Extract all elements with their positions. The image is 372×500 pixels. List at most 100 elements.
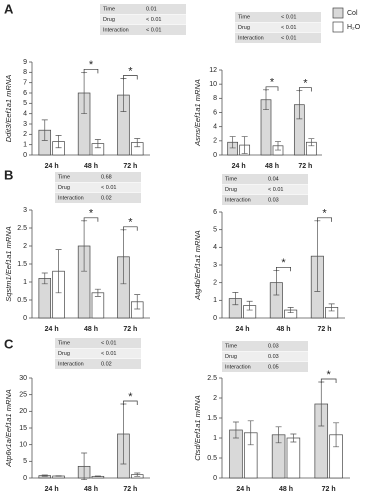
stats-label: Time bbox=[58, 174, 70, 180]
y-tick-label: 12 bbox=[209, 67, 217, 74]
error-bar bbox=[333, 422, 340, 448]
stats-value: < 0.01 bbox=[101, 340, 116, 346]
y-tick-label: 2.5 bbox=[207, 375, 217, 382]
stats-label: Time bbox=[225, 343, 237, 349]
significance-bracket bbox=[123, 226, 138, 231]
y-tick-label: 20 bbox=[19, 408, 27, 415]
x-tick-label: 72 h bbox=[317, 326, 331, 333]
significance-bracket bbox=[123, 75, 138, 80]
y-tick-label: 0 bbox=[213, 152, 217, 159]
y-tick-label: 6 bbox=[213, 209, 217, 216]
y-tick-label: 2 bbox=[213, 138, 217, 145]
y-tick-label: 2.5 bbox=[17, 225, 27, 232]
y-tick-label: 0 bbox=[213, 315, 217, 322]
stats-value: 0.02 bbox=[101, 195, 112, 201]
error-bar bbox=[41, 474, 48, 477]
x-tick-label: 48 h bbox=[276, 326, 290, 333]
x-tick-label: 24 h bbox=[45, 326, 59, 333]
error-bar bbox=[94, 475, 101, 478]
stats-row bbox=[235, 33, 321, 43]
x-tick-label: 48 h bbox=[265, 163, 279, 170]
significance-bracket bbox=[317, 217, 332, 222]
stats-label: Time bbox=[58, 340, 70, 346]
significance-bracket bbox=[276, 266, 291, 272]
x-tick-label: 72 h bbox=[298, 163, 312, 170]
y-tick-label: 6 bbox=[23, 90, 27, 97]
stats-label: Interaction bbox=[58, 361, 84, 367]
stats-value: < 0.01 bbox=[268, 187, 283, 193]
stats-value: 0.01 bbox=[146, 6, 157, 12]
y-tick-label: 0.5 bbox=[17, 297, 27, 304]
panel-label: A bbox=[4, 1, 14, 16]
stats-row bbox=[55, 359, 141, 369]
stats-label: Time bbox=[225, 176, 237, 182]
y-tick-label: 5 bbox=[213, 227, 217, 234]
stats-label: Interaction bbox=[238, 35, 264, 41]
error-bar bbox=[94, 139, 101, 149]
stats-row bbox=[222, 195, 308, 205]
stats-row bbox=[100, 25, 186, 35]
significance-bracket bbox=[265, 86, 279, 91]
x-tick-label: 72 h bbox=[322, 486, 336, 493]
x-tick-label: 48 h bbox=[84, 326, 98, 333]
significance-star: * bbox=[281, 257, 286, 269]
x-tick-label: 48 h bbox=[84, 486, 98, 493]
y-tick-label: 4 bbox=[23, 111, 27, 118]
error-bar bbox=[308, 138, 315, 147]
x-tick-label: 24 h bbox=[232, 163, 246, 170]
y-tick-label: 9 bbox=[23, 59, 27, 66]
panel-label: B bbox=[4, 167, 13, 182]
legend-label: Col bbox=[347, 10, 358, 17]
y-tick-label: 25 bbox=[19, 392, 27, 399]
error-bar bbox=[41, 272, 48, 285]
y-tick-label: 10 bbox=[19, 442, 27, 449]
significance-bracket bbox=[83, 217, 99, 222]
stats-value: < 0.01 bbox=[281, 25, 296, 31]
x-tick-label: 72 h bbox=[123, 326, 137, 333]
stats-label: Drug bbox=[58, 351, 70, 357]
y-tick-label: 7 bbox=[23, 80, 27, 87]
y-tick-label: 1 bbox=[23, 279, 27, 286]
y-tick-label: 0.5 bbox=[207, 455, 217, 462]
y-tick-label: 0 bbox=[23, 315, 27, 322]
stats-row bbox=[222, 362, 308, 372]
stats-row bbox=[55, 193, 141, 203]
x-tick-label: 72 h bbox=[123, 486, 137, 493]
stats-value: 0.68 bbox=[101, 174, 112, 180]
stats-label: Drug bbox=[103, 17, 115, 23]
stats-label: Drug bbox=[58, 185, 70, 191]
y-axis-label: Sqstm1/Eef1a1 mRNA bbox=[4, 226, 13, 301]
stats-label: Interaction bbox=[225, 364, 251, 370]
x-tick-label: 72 h bbox=[123, 163, 137, 170]
y-tick-label: 1 bbox=[213, 435, 217, 442]
y-tick-label: 0 bbox=[23, 475, 27, 482]
y-tick-label: 1.5 bbox=[207, 415, 217, 422]
stats-label: Time bbox=[103, 6, 115, 12]
error-bar bbox=[134, 294, 141, 310]
error-bar bbox=[287, 307, 294, 314]
y-tick-label: 2 bbox=[23, 243, 27, 250]
stats-value: 0.03 bbox=[268, 197, 279, 203]
stats-row bbox=[55, 348, 141, 359]
x-tick-label: 24 h bbox=[45, 163, 59, 170]
stats-value: < 0.01 bbox=[281, 35, 296, 41]
error-bar bbox=[55, 135, 62, 149]
y-axis-label: Ddit3/Eef1a1 mRNA bbox=[4, 75, 13, 143]
stats-label: Interaction bbox=[225, 197, 251, 203]
error-bar bbox=[41, 119, 48, 141]
error-bar bbox=[229, 136, 236, 149]
y-tick-label: 4 bbox=[213, 244, 217, 251]
y-tick-label: 2 bbox=[213, 280, 217, 287]
significance-star: * bbox=[128, 391, 133, 403]
y-tick-label: 8 bbox=[213, 95, 217, 102]
stats-value: 0.03 bbox=[268, 343, 279, 349]
stats-row bbox=[235, 12, 321, 22]
y-axis-label: Atp6v1a/Eef1a1 mRNA bbox=[4, 389, 13, 468]
y-tick-label: 2 bbox=[23, 131, 27, 138]
stats-row bbox=[222, 341, 308, 351]
y-tick-label: 3 bbox=[23, 207, 27, 214]
stats-row bbox=[100, 14, 186, 25]
error-bar bbox=[328, 303, 335, 312]
stats-row bbox=[100, 4, 186, 14]
stats-label: Drug bbox=[225, 187, 237, 193]
